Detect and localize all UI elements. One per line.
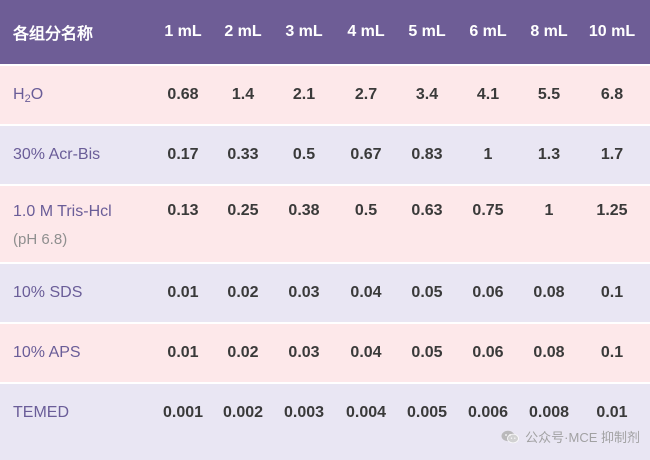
table-cell: 0.04 [350, 284, 382, 301]
table-cell: 1.7 [600, 146, 624, 163]
table-cell: 1.4 [231, 86, 255, 103]
table-cell: 6.8 [600, 86, 624, 103]
watermark: 公众号·MCE 抑制剂 [501, 427, 640, 446]
table-cell: 1.3 [537, 146, 561, 163]
row-label-aps: 10% APS [13, 344, 81, 361]
row-label-temed: TEMED [13, 404, 69, 421]
table-cell: 0.008 [528, 404, 570, 421]
table-cell: 0.01 [167, 344, 199, 361]
table-cell: 0.38 [288, 202, 320, 219]
row-label-sds: 10% SDS [13, 284, 83, 301]
table-row-temed: TEMED 0.001 0.002 0.003 0.004 0.005 0.00… [0, 384, 650, 460]
row-label-note: (pH 6.8) [13, 231, 68, 248]
table-cell: 0.67 [350, 146, 382, 163]
table-cell: 0.13 [167, 202, 199, 219]
table-cell: 3.4 [415, 86, 439, 103]
table-cell: 4.1 [476, 86, 500, 103]
table-cell: 1 [544, 202, 554, 219]
table-cell: 0.06 [472, 284, 504, 301]
table-cell: 0.003 [283, 404, 325, 421]
wechat-icon [501, 430, 520, 443]
table-row-h2o: H2O 0.68 1.4 2.1 2.7 3.4 4.1 5.5 6.8 [0, 66, 650, 124]
header-volume-6: 6 mL [469, 23, 507, 40]
table-cell: 0.006 [467, 404, 509, 421]
header-volume-1: 1 mL [164, 23, 202, 40]
table-cell: 0.05 [411, 284, 443, 301]
table-cell: 0.03 [288, 284, 320, 301]
table-row-acr-bis: 30% Acr-Bis 0.17 0.33 0.5 0.67 0.83 1 1.… [0, 126, 650, 184]
header-component-label: 各组分名称 [13, 26, 94, 43]
table-cell: 0.08 [533, 344, 565, 361]
table-cell: 0.5 [292, 146, 316, 163]
table-cell: 0.01 [167, 284, 199, 301]
row-label-tris-hcl: 1.0 M Tris-Hcl (pH 6.8) [13, 203, 112, 248]
header-volume-10: 10 mL [588, 23, 636, 40]
table-cell: 0.25 [227, 202, 259, 219]
row-label-h2o: H2O [13, 85, 44, 105]
table-cell: 0.5 [354, 202, 378, 219]
table-header-row: 各组分名称 1 mL 2 mL 3 mL 4 mL 5 mL 6 mL 8 mL… [0, 0, 650, 64]
header-volume-4: 4 mL [347, 23, 385, 40]
table-cell: 2.1 [292, 86, 316, 103]
table-cell: 0.17 [167, 146, 199, 163]
table-cell: 0.05 [411, 344, 443, 361]
table-cell: 0.02 [227, 284, 259, 301]
table-cell: 0.08 [533, 284, 565, 301]
table-cell: 0.02 [227, 344, 259, 361]
table-cell: 0.1 [600, 344, 624, 361]
table-cell: 0.03 [288, 344, 320, 361]
table-row-sds: 10% SDS 0.01 0.02 0.03 0.04 0.05 0.06 0.… [0, 264, 650, 322]
table-cell: 0.001 [162, 404, 204, 421]
table-row-aps: 10% APS 0.01 0.02 0.03 0.04 0.05 0.06 0.… [0, 324, 650, 382]
table-cell: 1.25 [596, 202, 628, 219]
table-cell: 0.33 [227, 146, 259, 163]
table-cell: 0.005 [406, 404, 448, 421]
table-cell: 5.5 [537, 86, 561, 103]
header-volume-5: 5 mL [408, 23, 446, 40]
table-cell: 2.7 [354, 86, 378, 103]
table-cell: 0.75 [472, 202, 504, 219]
table-cell: 0.002 [222, 404, 264, 421]
row-label-acr-bis: 30% Acr-Bis [13, 146, 101, 163]
header-volume-2: 2 mL [224, 23, 262, 40]
table-cell: 0.63 [411, 202, 443, 219]
header-volume-3: 3 mL [285, 23, 323, 40]
table-cell: 0.1 [600, 284, 624, 301]
table-cell: 0.06 [472, 344, 504, 361]
table-cell: 0.004 [345, 404, 387, 421]
header-volume-8: 8 mL [530, 23, 568, 40]
table-cell: 1 [483, 146, 493, 163]
watermark-text: 公众号·MCE 抑制剂 [525, 430, 640, 445]
table-cell: 0.01 [596, 404, 628, 421]
table-cell: 0.83 [411, 146, 443, 163]
table-cell: 0.04 [350, 344, 382, 361]
table-cell: 0.68 [167, 86, 199, 103]
table-row-tris-hcl: 1.0 M Tris-Hcl (pH 6.8) 0.13 0.25 0.38 0.… [0, 186, 650, 262]
